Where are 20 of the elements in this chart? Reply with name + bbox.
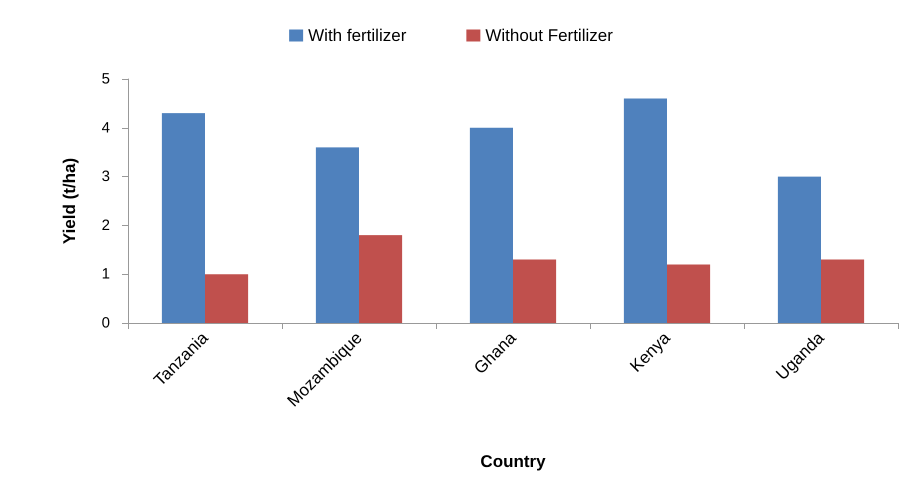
legend-label: Without Fertilizer — [485, 26, 614, 45]
y-tick-label: 5 — [102, 70, 110, 88]
bar — [513, 260, 556, 323]
y-tick-label: 4 — [102, 119, 110, 136]
bar — [316, 147, 359, 323]
legend-label: With fertilizer — [308, 26, 407, 45]
bar — [778, 176, 821, 323]
bar — [624, 98, 667, 323]
bar — [205, 274, 248, 323]
y-axis-title: Yield (t/ha) — [60, 158, 79, 244]
y-tick-label: 2 — [102, 216, 110, 234]
y-tick-label: 0 — [102, 314, 110, 332]
bar — [359, 235, 402, 323]
bar — [821, 260, 864, 323]
x-axis-title: Country — [480, 452, 546, 471]
bar — [470, 128, 513, 323]
bar — [667, 264, 710, 323]
y-tick-label: 3 — [102, 168, 110, 186]
bar — [162, 113, 205, 323]
y-tick-label: 1 — [102, 266, 110, 283]
